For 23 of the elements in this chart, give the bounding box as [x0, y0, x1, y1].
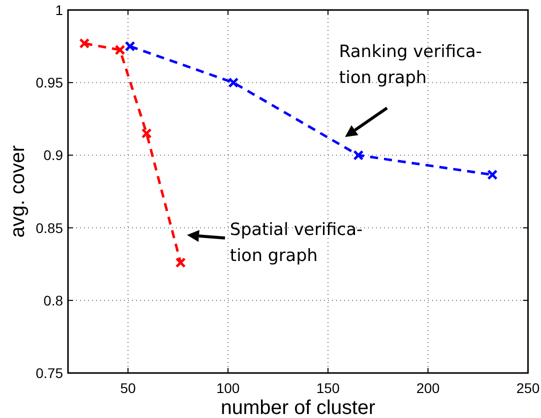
x-tick-label: 200 [416, 380, 440, 396]
annotation: Ranking verifica- tion graph [338, 42, 482, 88]
x-tick-label: 100 [216, 380, 240, 396]
point [114, 44, 126, 56]
point [353, 150, 364, 160]
annotation: Spatial verifica- tion graph [230, 220, 363, 266]
point [487, 170, 498, 180]
x-tick-label: 50 [120, 380, 136, 396]
y-tick-label: 1 [55, 2, 64, 18]
y-tick-label: 0.8 [44, 292, 64, 308]
point [124, 41, 136, 52]
y-tick-label: 0.95 [36, 74, 64, 91]
y-axis-title: avg. cover [7, 145, 29, 238]
x-tick-label: 150 [316, 380, 340, 396]
y-tick-label: 0.85 [36, 220, 64, 236]
point [141, 128, 152, 139]
y-tick-label: 0.75 [36, 365, 64, 381]
y-tick-label: 0.9 [44, 147, 64, 164]
point [228, 77, 239, 88]
point [175, 257, 186, 268]
x-tick-label: 250 [516, 380, 540, 396]
point [79, 38, 90, 49]
x-axis-title: number of cluster [220, 397, 376, 418]
